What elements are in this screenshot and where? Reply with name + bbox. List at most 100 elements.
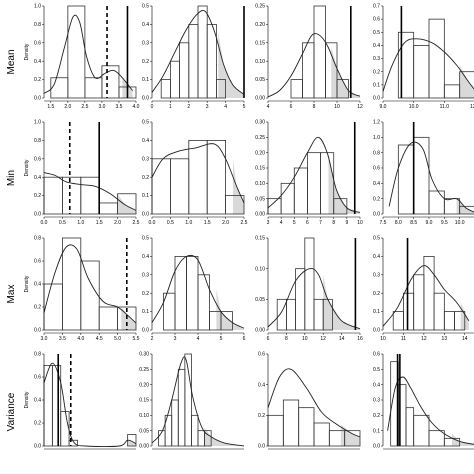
y-tick-label: 0.4 bbox=[34, 59, 41, 65]
x-tick-label: 9 bbox=[345, 220, 348, 226]
x-tick-label: 4 bbox=[267, 104, 270, 110]
y-tick-label: 0.1 bbox=[373, 82, 380, 88]
tail-shading bbox=[340, 424, 360, 446]
x-tick-label: 16 bbox=[357, 336, 363, 342]
density-curve bbox=[267, 267, 361, 330]
histogram-bar bbox=[454, 311, 466, 331]
x-tick-label: 0 bbox=[151, 104, 154, 110]
y-tick-label: 0.5 bbox=[142, 4, 149, 10]
x-tick-label: 13 bbox=[442, 336, 448, 342]
y-tick-label: 0.5 bbox=[142, 120, 149, 126]
y-tick-label: 1.0 bbox=[373, 135, 380, 141]
y-tick-label: 0.6 bbox=[34, 259, 41, 265]
y-tick-label: 0.00 bbox=[255, 212, 265, 218]
density-curve bbox=[151, 356, 245, 447]
y-tick-label: 0.2 bbox=[34, 305, 41, 311]
histogram-bar bbox=[191, 414, 199, 447]
density-axis-label: Density bbox=[24, 159, 30, 176]
panel-r3c3: 0.0 0.1 0.2 0.3 0.4 0.5 0.6 bbox=[373, 352, 474, 450]
y-tick-label: 0.6 bbox=[373, 166, 380, 172]
y-tick-label: 0.2 bbox=[142, 291, 149, 297]
x-tick-label: 1 bbox=[169, 104, 172, 110]
tail-shading bbox=[452, 433, 474, 446]
histogram-bar bbox=[188, 23, 199, 99]
y-tick-label: 0.3 bbox=[142, 40, 149, 46]
y-tick-label: 0.4 bbox=[34, 282, 41, 288]
x-tick-label: 6 bbox=[290, 104, 293, 110]
y-tick-label: 0.3 bbox=[142, 156, 149, 162]
y-tick-label: 0.6 bbox=[373, 352, 380, 358]
histogram-bar bbox=[336, 79, 349, 99]
y-tick-label: 0.6 bbox=[258, 352, 265, 358]
y-tick-label: 0.0 bbox=[142, 328, 149, 334]
histogram-bar bbox=[428, 430, 445, 447]
x-tick-label: 0.0 bbox=[41, 220, 48, 226]
y-tick-label: 0.2 bbox=[373, 196, 380, 202]
x-tick-label: 4 bbox=[280, 220, 283, 226]
row-label-variance: Variance bbox=[6, 392, 17, 431]
y-tick-label: 0.05 bbox=[139, 428, 149, 434]
histogram-bar bbox=[428, 190, 445, 215]
panel-r0c3: 0.0 0.1 0.2 0.3 0.4 0.5 0.6 0.7 9.0 10.0 11.0 12.0 bbox=[373, 4, 474, 110]
tail-shading bbox=[117, 193, 136, 214]
x-tick-label: 3.0 bbox=[98, 104, 105, 110]
tail-shading bbox=[121, 307, 136, 330]
y-tick-label: 0.20 bbox=[255, 22, 265, 28]
histogram-bar bbox=[290, 79, 303, 99]
panel-r2c3: 0.0 0.1 0.2 0.3 0.4 0.5 10 11 12 13 14 bbox=[373, 236, 474, 342]
histogram-bar bbox=[158, 430, 166, 447]
histogram-bar bbox=[304, 237, 315, 331]
x-tick-label: 1.5 bbox=[96, 220, 103, 226]
y-tick-label: 0.0 bbox=[373, 444, 380, 450]
tail-shading bbox=[127, 440, 136, 446]
density-curve bbox=[151, 254, 245, 329]
x-tick-label: 5 bbox=[293, 220, 296, 226]
density-curve bbox=[151, 10, 245, 95]
y-tick-label: 0.0 bbox=[142, 212, 149, 218]
histogram-bar bbox=[160, 79, 171, 99]
x-tick-label: 10.0 bbox=[409, 104, 419, 110]
y-tick-label: 0.0 bbox=[258, 444, 265, 450]
x-tick-label: 10 bbox=[302, 336, 308, 342]
x-tick-label: 5.5 bbox=[133, 336, 140, 342]
histogram-bar bbox=[392, 311, 404, 331]
y-tick-label: 0.8 bbox=[373, 150, 380, 156]
y-tick-label: 0.3 bbox=[373, 56, 380, 62]
x-tick-label: 2.5 bbox=[133, 220, 140, 226]
density-axis-label: Density bbox=[24, 275, 30, 292]
x-tick-label: 4.0 bbox=[133, 104, 140, 110]
y-tick-label: 1.2 bbox=[373, 120, 380, 126]
x-tick-label: 5 bbox=[243, 104, 246, 110]
panel-r3c0: 0.0 0.2 0.4 0.6 0.8 Density bbox=[24, 352, 137, 450]
x-tick-label: 3 bbox=[267, 220, 270, 226]
y-tick-label: 1.0 bbox=[34, 4, 41, 10]
y-tick-label: 0.4 bbox=[142, 254, 149, 260]
density-axis-label: Density bbox=[24, 43, 30, 60]
histogram-bar bbox=[433, 292, 445, 331]
x-tick-label: 2 bbox=[187, 104, 190, 110]
x-tick-label: 11 bbox=[401, 336, 406, 342]
x-tick-label: 10 bbox=[334, 104, 340, 110]
x-tick-label: 7 bbox=[319, 220, 322, 226]
histogram-bar bbox=[298, 407, 315, 447]
histogram-bar bbox=[443, 84, 461, 99]
y-tick-label: 0.00 bbox=[139, 444, 149, 450]
density-curve bbox=[382, 38, 474, 92]
x-tick-label: 8.0 bbox=[395, 220, 402, 226]
y-tick-label: 0.2 bbox=[34, 193, 41, 199]
histogram-bar bbox=[282, 399, 300, 447]
histogram-bar bbox=[179, 42, 190, 99]
y-tick-label: 0.2 bbox=[373, 69, 380, 75]
y-tick-label: 0.15 bbox=[255, 166, 265, 172]
x-tick-label: 3.0 bbox=[41, 336, 48, 342]
x-tick-label: 5 bbox=[220, 336, 223, 342]
histogram-bar bbox=[307, 152, 321, 215]
x-tick-label: 1.0 bbox=[185, 220, 192, 226]
y-tick-label: 0.8 bbox=[34, 352, 41, 358]
y-tick-label: 0.25 bbox=[255, 4, 265, 10]
histogram-bar bbox=[171, 399, 179, 447]
y-tick-label: 0.2 bbox=[142, 175, 149, 181]
histogram-bar bbox=[67, 5, 86, 99]
x-tick-label: 9.0 bbox=[380, 104, 387, 110]
histogram-bar bbox=[220, 311, 233, 331]
